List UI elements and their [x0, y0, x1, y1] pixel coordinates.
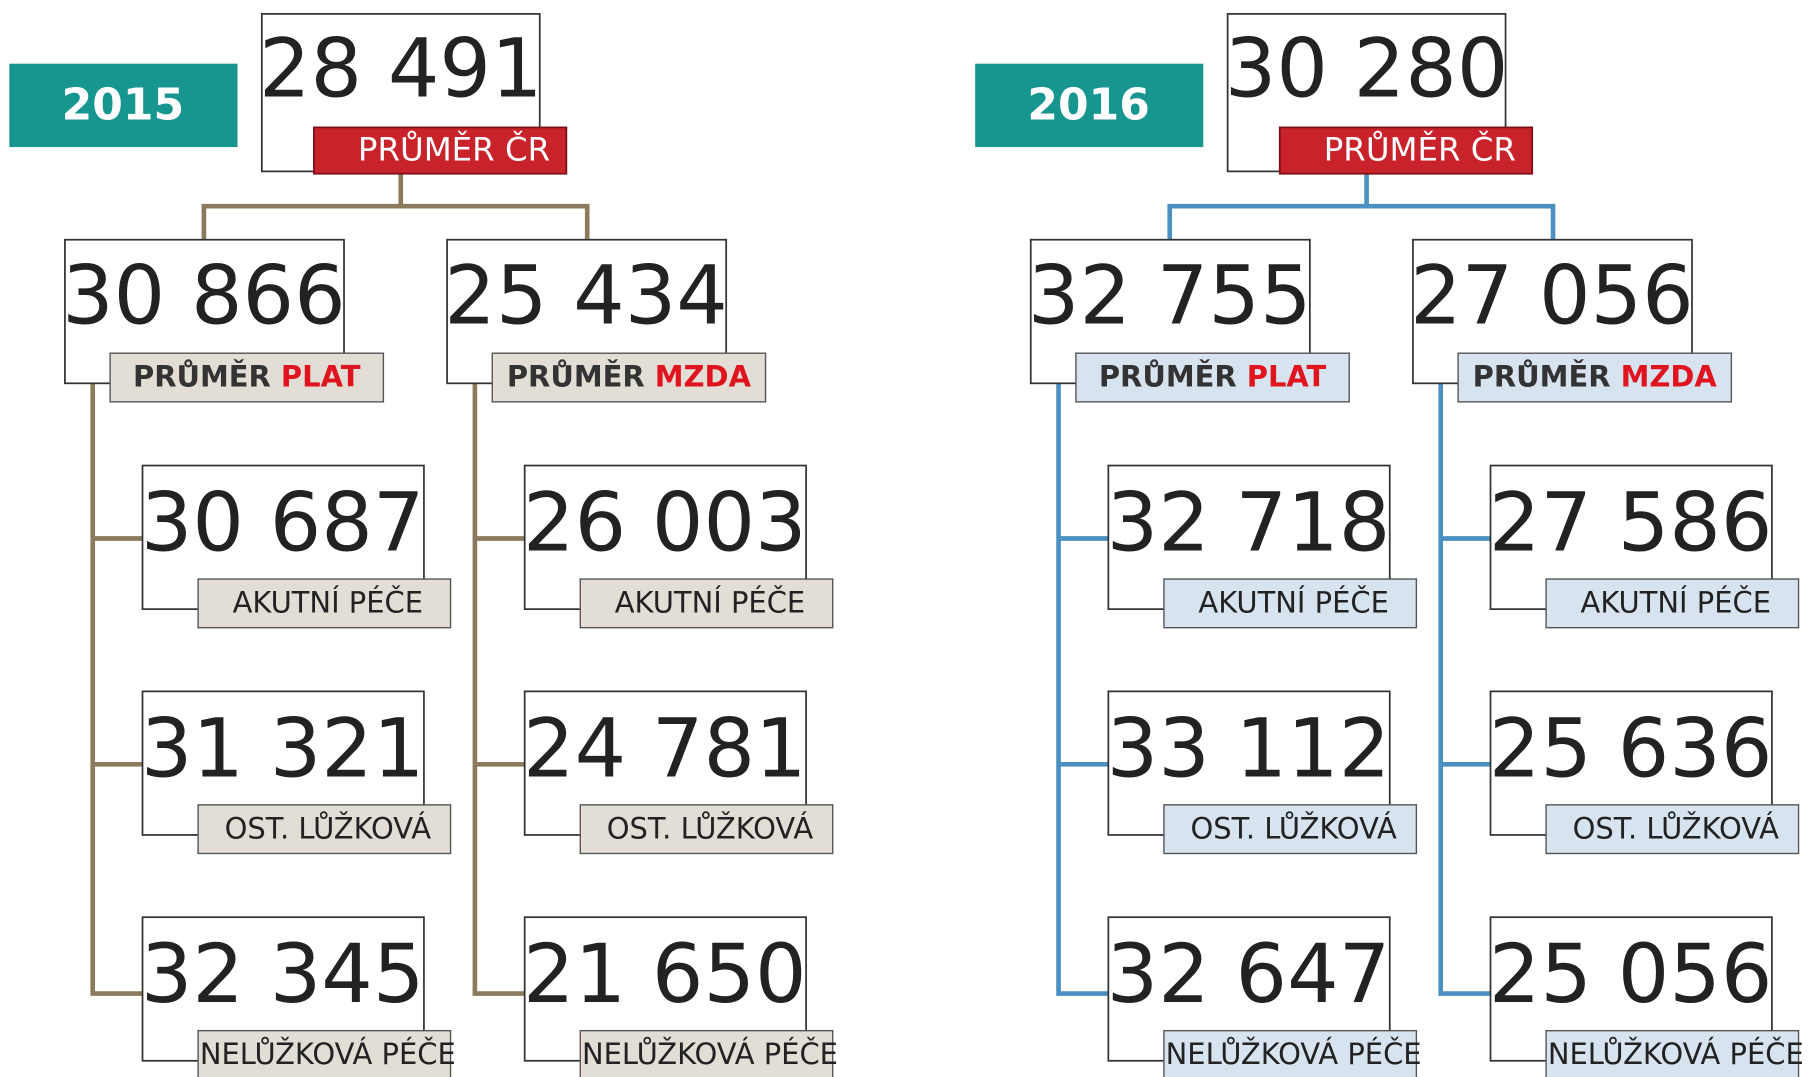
group-label-box: [1075, 352, 1350, 403]
group-label-highlight: PLAT: [281, 360, 361, 394]
child-label: OST. LŮŽKOVÁ: [1573, 811, 1780, 845]
connector: [90, 383, 143, 996]
child-label-box: [1163, 804, 1418, 855]
child-label: NELŮŽKOVÁ PÉČE: [1166, 1037, 1422, 1071]
total-value: 28 491: [259, 23, 543, 117]
child-label: AKUTNÍ PÉČE: [1581, 586, 1771, 620]
child-label: NELŮŽKOVÁ PÉČE: [1548, 1037, 1804, 1071]
child-label: OST. LŮŽKOVÁ: [1190, 811, 1397, 845]
year: 2015: [62, 80, 184, 131]
child-label-box: [1545, 1029, 1800, 1077]
child-label: AKUTNÍ PÉČE: [233, 586, 423, 620]
child-value: 26 003: [523, 477, 807, 571]
child-value: 24 781: [523, 702, 807, 796]
child-label-box: [1545, 804, 1800, 855]
total-label: PRŮMĚR ČR: [358, 130, 550, 169]
group-label-text: PRŮMĚR: [1099, 360, 1237, 394]
group-label-box: [491, 352, 767, 403]
group-label-highlight: PLAT: [1247, 360, 1327, 394]
connector: [1366, 203, 1556, 240]
child-label: AKUTNÍ PÉČE: [1198, 586, 1388, 620]
child-value: 33 112: [1107, 702, 1391, 796]
child-label-box: [197, 804, 452, 855]
group-value: 25 434: [444, 250, 728, 344]
group-label: PRŮMĚR PLAT: [1099, 360, 1327, 394]
child-value: 32 647: [1107, 928, 1391, 1022]
group-label: PRŮMĚR PLAT: [133, 360, 361, 394]
child-label-box: [1163, 578, 1418, 629]
child-label-box: [579, 804, 834, 855]
child-label: OST. LŮŽKOVÁ: [225, 811, 432, 845]
connector: [1438, 383, 1491, 996]
year: 2016: [1027, 80, 1149, 131]
child-value: 25 636: [1489, 702, 1773, 796]
child-value: 32 345: [141, 928, 425, 1022]
child-label-box: [1545, 578, 1800, 629]
total-label-box: [1278, 126, 1534, 175]
child-label-box: [197, 1029, 452, 1077]
total-value: 30 280: [1225, 23, 1509, 117]
group-label: PRŮMĚR MZDA: [507, 360, 752, 394]
group-label-highlight: MZDA: [655, 360, 752, 394]
group-value: 32 755: [1028, 250, 1312, 344]
child-value: 21 650: [523, 928, 807, 1022]
group-label-highlight: MZDA: [1621, 360, 1718, 394]
child-label-box: [197, 578, 452, 629]
group-label-box: [109, 352, 385, 403]
panel: 2016 30 280 PRŮMĚR ČR 32 755 PRŮMĚR PLAT 32 7…: [975, 13, 1804, 1077]
child-value: 25 056: [1489, 928, 1773, 1022]
group-value: 27 056: [1410, 250, 1694, 344]
group-label-box: [1457, 352, 1733, 403]
child-label: NELŮŽKOVÁ PÉČE: [200, 1037, 456, 1071]
year-badge: [9, 63, 238, 148]
total-label: PRŮMĚR ČR: [1324, 130, 1516, 169]
connector: [1167, 173, 1369, 240]
child-label: NELŮŽKOVÁ PÉČE: [582, 1037, 838, 1071]
child-value: 27 586: [1489, 477, 1773, 571]
year-badge: [975, 63, 1204, 148]
group-label-text: PRŮMĚR: [507, 360, 645, 394]
connector: [201, 173, 404, 240]
group-label-text: PRŮMĚR: [1473, 360, 1611, 394]
group-value: 30 866: [62, 250, 346, 344]
child-value: 30 687: [141, 477, 425, 571]
panel: 2015 28 491 PRŮMĚR ČR 30 866 PRŮMĚR PLAT 30 6…: [9, 13, 838, 1077]
child-value: 32 718: [1107, 477, 1391, 571]
child-value: 31 321: [141, 702, 425, 796]
connector: [400, 203, 590, 240]
total-label-box: [313, 126, 568, 175]
child-label-box: [1163, 1029, 1418, 1077]
child-label-box: [579, 578, 834, 629]
group-label: PRŮMĚR MZDA: [1473, 360, 1718, 394]
connector: [472, 383, 525, 996]
connector: [1056, 383, 1109, 996]
child-label-box: [579, 1029, 834, 1077]
child-label: AKUTNÍ PÉČE: [615, 586, 805, 620]
child-label: OST. LŮŽKOVÁ: [607, 811, 814, 845]
group-label-text: PRŮMĚR: [133, 360, 271, 394]
